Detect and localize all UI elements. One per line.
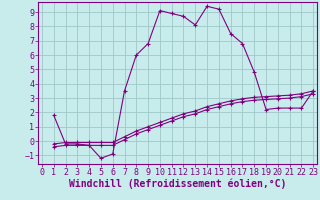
X-axis label: Windchill (Refroidissement éolien,°C): Windchill (Refroidissement éolien,°C) (69, 179, 286, 189)
